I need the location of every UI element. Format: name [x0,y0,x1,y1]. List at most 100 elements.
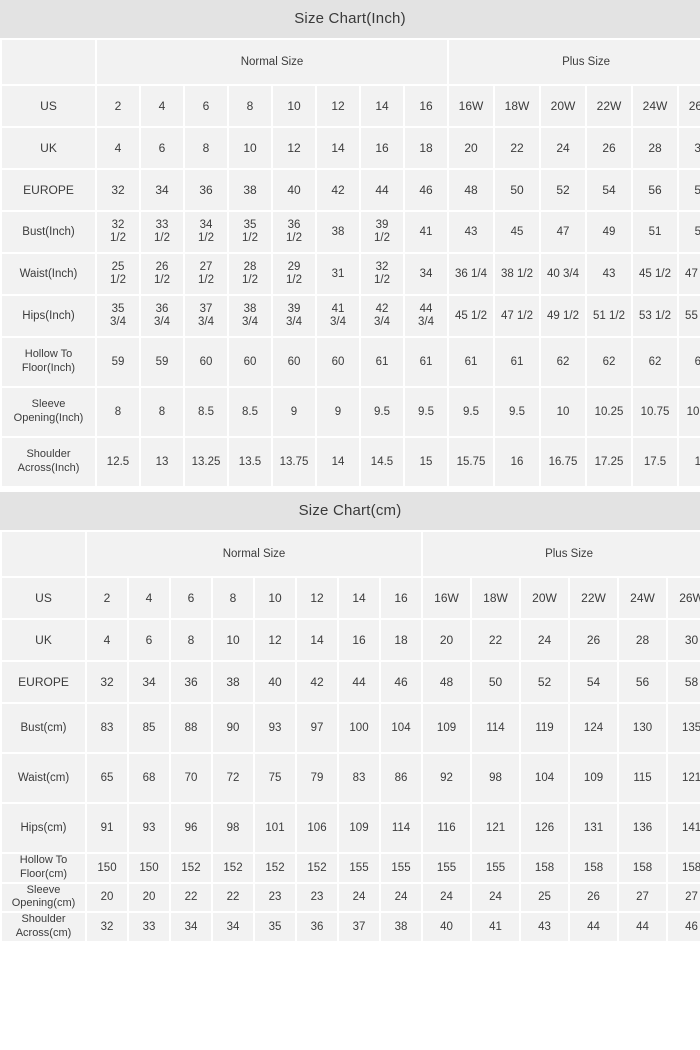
cell: 27 [668,883,700,911]
row-header-cm-2: EUROPE [2,662,85,702]
cell: 121 [472,804,520,852]
cell: 104 [381,704,422,752]
cell: 131 [570,804,618,852]
cell: 12 [273,128,315,168]
table-row: Shoulder Across(cm) 32 33 34 34 35 36 37 38 40 41 43… [2,913,700,941]
cell: 14 [317,128,359,168]
group-header-normal-size: Normal Size [87,532,422,576]
chart-divider [0,488,700,492]
cell: 32 1/2 [97,212,139,252]
cell: 16.75 [541,438,586,486]
cell: 53 1/2 [633,296,678,336]
cell: 93 [129,804,169,852]
row-header-cm-0: US [2,578,85,618]
cell: 158 [619,854,667,882]
cell: 34 [141,170,183,210]
row-header-cm-4: Waist(cm) [2,754,85,802]
cell: 12 [297,578,337,618]
group-header-plus-size: Plus Size [423,532,700,576]
cell: 20 [423,620,471,660]
row-header-inch-0: US [2,86,95,126]
cell: 20W [521,578,569,618]
cell: 9.5 [405,388,448,436]
cell: 41 3/4 [317,296,359,336]
cell: 53 [679,212,700,252]
cell: 70 [171,754,211,802]
cell: 36 1/2 [273,212,315,252]
table-row: Bust(cm) 83 85 88 90 93 97 100 104 109 114 119 124 13… [2,704,700,752]
cell: 10.75 [679,388,700,436]
cell: 16 [405,86,448,126]
cell: 14 [297,620,337,660]
cell: 83 [339,754,379,802]
cell: 14 [361,86,403,126]
cell: 42 3/4 [361,296,403,336]
cell: 34 [129,662,169,702]
cell: 15 [405,438,448,486]
cell: 155 [472,854,520,882]
cell: 6 [141,128,183,168]
row-header-inch-5: Hips(Inch) [2,296,95,336]
cell: 46 [381,662,422,702]
cell: 38 1/2 [495,254,540,294]
cell: 24 [521,620,569,660]
cell: 12 [255,620,295,660]
cell: 24 [472,883,520,911]
cell: 22 [171,883,211,911]
cell: 13.25 [185,438,227,486]
table-row: Sleeve Opening(cm) 20 20 22 22 23 23 24 24 24 24 25 2… [2,883,700,911]
cell: 44 [361,170,403,210]
cell: 36 [297,913,337,941]
cell: 12 [317,86,359,126]
cell: 150 [129,854,169,882]
cell: 28 [619,620,667,660]
cell: 6 [185,86,227,126]
cell: 14.5 [361,438,403,486]
cell: 36 [185,170,227,210]
cell: 155 [423,854,471,882]
cell: 23 [255,883,295,911]
table-row: Hollow To Floor(cm) 150 150 152 152 152 152 155 1… [2,854,700,882]
cell: 38 [381,913,422,941]
cell: 16W [449,86,494,126]
group-header-plus-size: Plus Size [449,40,700,84]
cell: 22W [570,578,618,618]
row-header-cm-8: Shoulder Across(cm) [2,913,85,941]
cell: 24W [633,86,678,126]
cell: 36 [171,662,211,702]
cell: 141 [668,804,700,852]
cell: 13.75 [273,438,315,486]
cell: 28 [633,128,678,168]
table-row: Sleeve Opening(Inch) 8 8 8.5 8.5 9 9 9.5 9.5 9.5 9.… [2,388,700,436]
row-header-inch-8: Shoulder Across(Inch) [2,438,95,486]
group-header-row: Normal Size Plus Size [2,40,700,84]
cell: 130 [619,704,667,752]
table-row: Hips(Inch) 35 3/4 36 3/4 37 3/4 38 3/4 39 3/4 41 3/4… [2,296,700,336]
row-header-inch-6: Hollow To Floor(Inch) [2,338,95,386]
cell: 41 [405,212,448,252]
cell: 9.5 [495,388,540,436]
table-corner-cell [2,40,95,84]
cell: 54 [570,662,618,702]
cell: 91 [87,804,127,852]
cell: 98 [213,804,253,852]
cell: 38 [229,170,271,210]
cell: 6 [171,578,211,618]
cell: 72 [213,754,253,802]
cell: 2 [87,578,127,618]
cell: 40 [255,662,295,702]
row-header-cm-7: Sleeve Opening(cm) [2,883,85,911]
cell: 6 [129,620,169,660]
cm-chart-title: Size Chart(cm) [0,492,700,530]
row-header-inch-4: Waist(Inch) [2,254,95,294]
cell: 109 [570,754,618,802]
table-row: Hollow To Floor(Inch) 59 59 60 60 60 60 61 61 61 61… [2,338,700,386]
cell: 17.25 [587,438,632,486]
cell: 34 [213,913,253,941]
cell: 104 [521,754,569,802]
cell: 8 [213,578,253,618]
cell: 48 [449,170,494,210]
cell: 10 [229,128,271,168]
cell: 4 [141,86,183,126]
